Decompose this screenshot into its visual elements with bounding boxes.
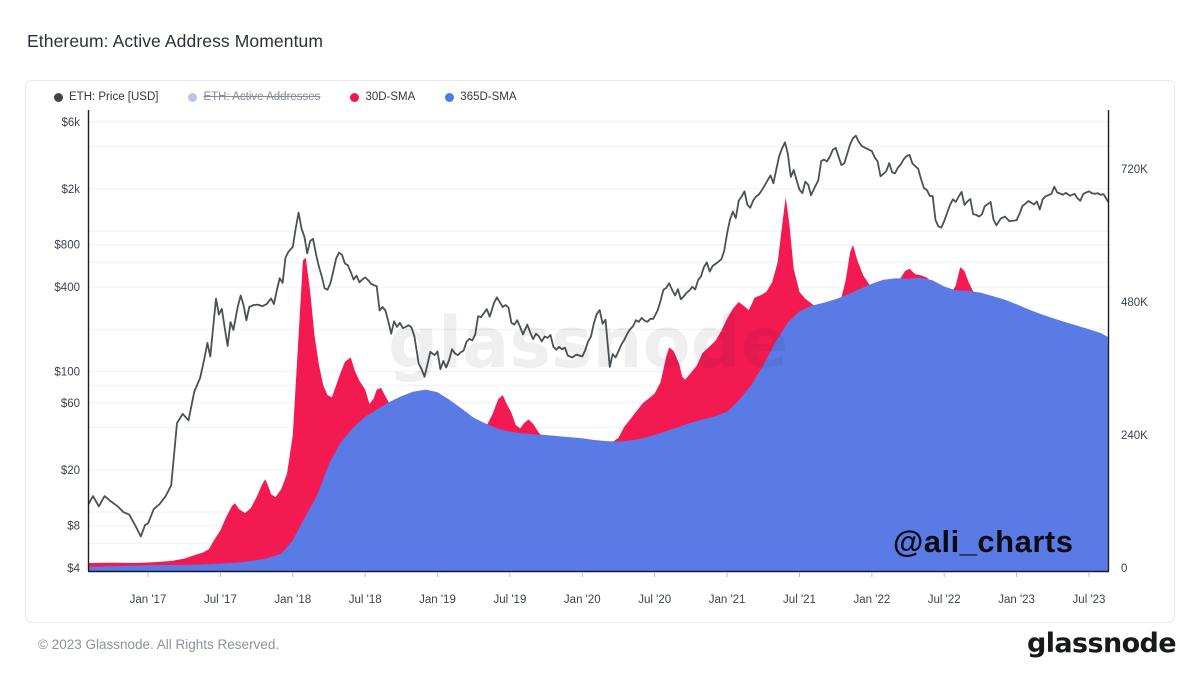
- page-title: Ethereum: Active Address Momentum: [27, 31, 324, 51]
- legend-label: 365D-SMA: [460, 91, 517, 103]
- right-axis-tick-label: 480K: [1121, 297, 1148, 309]
- x-axis-tick-label: Jan '18: [274, 594, 311, 606]
- x-axis-tick-label: Jan '21: [709, 594, 746, 606]
- left-axis-tick-label: $800: [54, 240, 80, 252]
- right-axis-tick-label: 240K: [1121, 430, 1148, 442]
- x-axis-tick-label: Jul '22: [928, 594, 961, 606]
- legend-item-365d-sma[interactable]: 365D-SMA: [445, 91, 517, 103]
- left-axis-tick-label: $400: [54, 282, 80, 294]
- x-axis-tick-label: Jul '23: [1073, 594, 1106, 606]
- left-axis-tick-label: $20: [61, 465, 80, 477]
- x-axis-tick-label: Jan '17: [130, 594, 167, 606]
- left-axis-tick-label: $6k: [61, 117, 80, 129]
- legend-item-active-addresses[interactable]: ETH: Active Addresses: [188, 91, 320, 103]
- x-axis-tick-label: Jul '18: [349, 594, 382, 606]
- x-axis-tick-label: Jan '19: [419, 594, 456, 606]
- chart-legend: ETH: Price [USD] ETH: Active Addresses 3…: [54, 91, 517, 103]
- x-axis-tick-label: Jan '20: [564, 594, 601, 606]
- left-axis-tick-label: $2k: [61, 184, 80, 196]
- legend-label: ETH: Price [USD]: [69, 91, 159, 103]
- x-axis-tick-label: Jul '17: [204, 594, 237, 606]
- legend-item-eth-price[interactable]: ETH: Price [USD]: [54, 91, 158, 103]
- series-dot-icon: [445, 92, 455, 102]
- series-dot-icon: [350, 92, 360, 102]
- left-axis-tick-label: $4: [67, 563, 80, 575]
- series-group: [88, 134, 1108, 571]
- series-dot-icon: [54, 92, 63, 102]
- glassnode-logo[interactable]: glassnode: [1027, 628, 1177, 659]
- right-axis-tick-label: 0: [1121, 563, 1127, 575]
- legend-label: ETH: Active Addresses: [203, 91, 321, 103]
- x-axis-tick-label: Jan '23: [998, 594, 1035, 606]
- left-axis-tick-label: $60: [61, 398, 80, 410]
- x-axis-tick-label: Jul '21: [783, 594, 816, 606]
- left-axis-tick-label: $8: [67, 521, 80, 533]
- x-axis-tick-label: Jan '22: [854, 594, 891, 606]
- legend-item-30d-sma[interactable]: 30D-SMA: [350, 91, 415, 103]
- x-axis-tick-label: Jul '20: [638, 594, 671, 606]
- x-axis-tick-label: Jul '19: [493, 594, 526, 606]
- series-dot-icon: [188, 92, 198, 102]
- axis-labels-group: $6k $2k $800 $400 $100 $60 $20 $8 $4 720K 480K 240K…: [54, 117, 1148, 606]
- left-axis-tick-label: $100: [54, 367, 80, 379]
- legend-label: 30D-SMA: [365, 91, 416, 103]
- area-series-365D-SMA: [88, 277, 1108, 571]
- copyright-text: © 2023 Glassnode. All Rights Reserved.: [38, 637, 280, 652]
- right-axis-tick-label: 720K: [1121, 164, 1148, 176]
- line-series-ETH: Price [USD]: [88, 134, 1108, 538]
- axes-group: [87, 110, 1110, 577]
